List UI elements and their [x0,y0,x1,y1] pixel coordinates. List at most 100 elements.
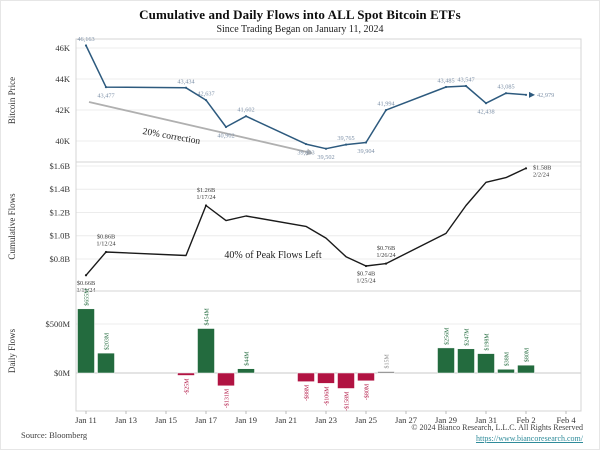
y-axis-tick-label: $1.2B [49,207,70,217]
x-axis-tick-label: Jan 15 [155,415,177,425]
y-axis-tick-label: 46K [55,43,71,53]
cumulative-point-label: $1.58B 2/2/24 [533,164,551,178]
price-point-label: 43,085 [497,84,514,91]
correction-annotation: 20% correction [142,127,201,147]
source-note: Source: Bloomberg [21,430,88,440]
daily-flow-bar [217,372,235,387]
line-end-arrow-icon [529,91,535,98]
data-point [384,262,388,265]
daily-flow-bar [317,372,335,384]
panel-border [75,38,582,163]
price-point-label: 39,803 [297,150,314,157]
price-point-label: 42,979 [537,92,554,99]
chart-subtitle: Since Trading Began on January 11, 2024 [216,24,384,35]
daily-flow-bar-label: -$131M [224,388,231,408]
x-axis-tick-label: Jan 13 [115,415,137,425]
price-point-label: 43,547 [457,77,474,84]
daily-flow-bar [377,371,395,374]
y-axis-tick-label: 42K [55,105,71,115]
daily-flow-bar [357,372,375,382]
x-axis-tick-label: Feb 4 [556,415,576,425]
x-axis-tick-label: Jan 21 [275,415,297,425]
daily-flow-bar-label: $44M [244,351,251,366]
data-point [324,147,328,150]
data-point [524,167,528,170]
x-axis-tick-label: Jan 27 [395,415,417,425]
data-point [364,264,368,268]
cumulative-point-label: $1.26B 1/17/24 [196,187,216,201]
x-axis-tick-label: Jan 17 [195,415,217,425]
daily-flow-bar-label: $80M [524,347,531,362]
daily-flow-bar [497,369,515,374]
daily-flow-bar [457,348,475,374]
cumulative-point-label: $0.76B 1/26/24 [376,245,396,259]
daily-flow-bar [197,328,215,374]
cumulative-point-label: $0.66B 1/11/24 [76,280,96,294]
data-point [484,102,488,105]
daily-flow-bar-label: $203M [104,332,111,350]
daily-flow-bar [177,372,195,376]
daily-flow-bar-label: -$106M [324,386,331,406]
daily-flow-bar-label: -$80M [364,383,371,400]
daily-flow-bar-label: -$25M [184,378,191,395]
price-line [85,45,527,150]
copyright-block: © 2024 Bianco Research, L.L.C. All Right… [411,423,583,444]
daily-flow-bar [437,347,455,374]
cumulative-line [85,167,527,276]
data-point [84,44,88,47]
y-axis-tick-label: $0.8B [49,254,70,264]
data-point [244,115,248,118]
y-axis-tick-label: $1.0B [49,231,70,241]
data-point [104,250,108,254]
price-point-label: 39,904 [357,148,375,155]
data-point [504,92,508,95]
data-point [224,125,228,129]
data-point [304,142,308,146]
x-axis-tick-label: Jan 25 [355,415,377,425]
y-axis-title: Daily Flows [7,328,17,373]
price-point-label: 39,765 [337,135,354,142]
price-point-label: 41,602 [237,107,254,114]
copyright-note: © 2024 Bianco Research, L.L.C. All Right… [411,423,583,433]
bianco-link[interactable]: https://www.biancoresearch.com/ [475,433,583,443]
x-axis-tick-label: Jan 29 [435,415,457,425]
chart-header: Cumulative and Daily Flows into ALL Spot… [1,7,599,35]
daily-flow-bar-label: $454M [204,308,211,326]
trend-arrow-line [88,101,308,153]
daily-flow-bar-label: $38M [504,351,511,366]
daily-flow-bar-label: $15M [384,354,391,369]
cumulative-point-label: $0.74B 1/25/24 [356,270,376,284]
daily-flow-bar [297,372,315,382]
data-point [364,141,368,144]
y-axis-tick-label: $1.6B [49,161,70,171]
daily-flow-bar-label: $198M [484,333,491,351]
y-axis-tick-label: $1.4B [49,184,70,194]
x-axis-tick-label: Jan 11 [75,415,97,425]
daily-flow-bar-label: $247M [464,328,471,346]
y-axis-tick-label: 44K [55,74,71,84]
daily-flow-bar [477,353,495,374]
daily-flow-bar [97,352,115,374]
data-point [524,93,528,96]
y-axis-title: Cumulative Flows [7,193,17,260]
y-axis-tick-label: $500M [45,319,70,329]
data-point [184,86,188,89]
price-point-label: 41,994 [377,101,395,108]
price-point-label: 43,434 [177,78,195,85]
data-point [204,204,208,207]
panel-border [75,161,582,292]
panel-border [75,290,582,412]
daily-flow-bar-label: $256M [444,327,451,345]
price-point-label: 46,163 [77,36,94,43]
cumulative-point-label: $0.86B 1/12/24 [96,234,116,248]
price-point-label: 39,502 [317,154,334,161]
daily-flow-bar-label: -$88M [304,384,311,401]
peak-flows-annotation: 40% of Peak Flows Left [224,250,321,261]
price-point-label: 40,902 [217,133,234,140]
x-axis-tick-label: Jan 19 [235,415,257,425]
x-axis-tick-label: Jan 31 [475,415,497,425]
y-axis-tick-label: 40K [55,136,71,146]
daily-flow-bar [517,364,535,374]
